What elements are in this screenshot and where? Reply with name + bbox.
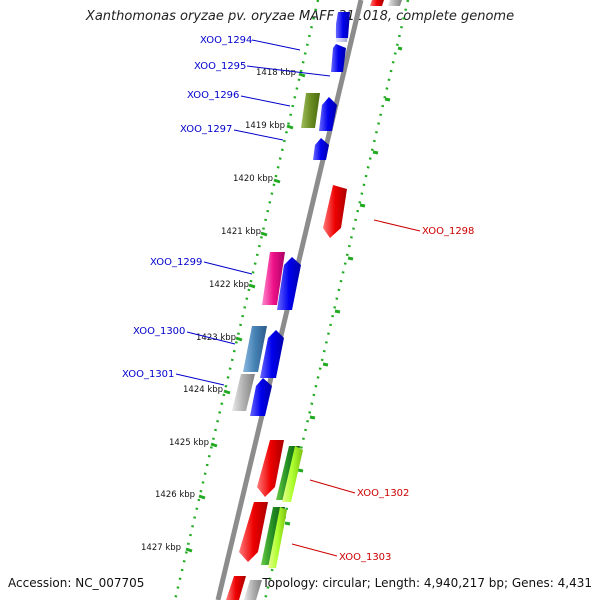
gene-labels: XOO_1294 XOO_1295 XOO_1296 XOO_1297 XOO_… [122, 35, 474, 563]
gene-block [388, 0, 402, 6]
gene-features [226, 0, 402, 600]
tick-1426-outer [198, 494, 206, 500]
kbp-label: 1426 kbp [155, 490, 195, 500]
kbp-labels: 1418 kbp 1419 kbp 1420 kbp 1421 kbp 1422… [141, 68, 296, 553]
gene-label-xoo-1294[interactable]: XOO_1294 [200, 35, 252, 46]
tick-1422-outer [248, 283, 256, 289]
tick-1418-outer [298, 72, 306, 78]
callout-xoo-1295 [246, 65, 331, 77]
gene-block [250, 378, 272, 416]
gene-label-xoo-1302[interactable]: XOO_1302 [357, 488, 409, 499]
kbp-label: 1425 kbp [169, 438, 209, 448]
gene-block [260, 330, 284, 378]
gene-block [243, 326, 267, 372]
gene-block [331, 44, 346, 72]
callout-xoo-1300 [186, 331, 236, 345]
tick-1425-outer [210, 442, 218, 448]
callout-xoo-1298 [373, 219, 421, 232]
gene-label-xoo-1295[interactable]: XOO_1295 [194, 61, 246, 72]
gene-callouts [175, 39, 421, 557]
gene-block [336, 12, 350, 38]
tick-1425-inner [309, 415, 316, 420]
kbp-label: 1424 kbp [183, 385, 223, 395]
callout-xoo-1299 [203, 261, 253, 275]
kbp-label: 1422 kbp [209, 280, 249, 290]
tick-1419-inner [384, 97, 391, 102]
gene-label-xoo-1303[interactable]: XOO_1303 [339, 552, 391, 563]
tick-1421-outer [260, 231, 268, 237]
genome-summary-text: Topology: circular; Length: 4,940,217 bp… [262, 576, 592, 590]
gene-block [268, 507, 287, 568]
gene-block [226, 576, 246, 600]
callout-xoo-1301 [175, 373, 225, 386]
gene-block [319, 97, 337, 131]
gene-label-xoo-1301[interactable]: XOO_1301 [122, 369, 174, 380]
gene-label-xoo-1298[interactable]: XOO_1298 [422, 226, 474, 237]
tick-1427-outer [185, 547, 193, 553]
gene-block [232, 374, 255, 411]
tick-1419-outer [286, 124, 294, 130]
kbp-label: 1420 kbp [233, 174, 273, 184]
gene-label-xoo-1300[interactable]: XOO_1300 [133, 326, 185, 337]
gene-block [282, 446, 303, 502]
outer-ruler-line [173, 0, 320, 600]
gene-block [301, 93, 320, 128]
kbp-label: 1421 kbp [221, 227, 261, 237]
callout-xoo-1297 [233, 129, 284, 141]
gene-label-xoo-1297[interactable]: XOO_1297 [180, 124, 232, 135]
ruler-ticks [185, 46, 403, 553]
tick-1424-inner [322, 362, 329, 367]
tick-1427-inner [284, 521, 291, 526]
gene-block [370, 0, 384, 6]
gene-block [313, 138, 329, 160]
tick-1418-inner [397, 46, 403, 51]
kbp-label: 1423 kbp [196, 333, 236, 343]
map-title: Xanthomonas oryzae pv. oryzae MAFF 31101… [85, 9, 515, 24]
tick-1420-outer [273, 178, 281, 184]
tick-1423-inner [334, 309, 341, 314]
tick-1421-inner [359, 203, 366, 208]
gene-block [323, 185, 347, 238]
callout-xoo-1303 [291, 543, 338, 557]
tick-1426-inner [297, 468, 304, 473]
kbp-label: 1419 kbp [245, 121, 285, 131]
tick-1422-inner [347, 256, 354, 261]
kbp-label: 1418 kbp [256, 68, 296, 78]
gene-block [244, 580, 262, 600]
callout-xoo-1296 [240, 95, 291, 107]
callout-xoo-1294 [251, 39, 301, 51]
callout-xoo-1302 [309, 479, 356, 494]
tick-1424-outer [223, 389, 231, 395]
gene-label-xoo-1296[interactable]: XOO_1296 [187, 90, 239, 101]
tick-1420-inner [372, 150, 379, 155]
gene-block [239, 502, 268, 562]
kbp-label: 1427 kbp [141, 543, 181, 553]
gene-block [257, 440, 284, 497]
tick-1423-outer [235, 336, 243, 342]
gene-block [262, 252, 285, 305]
accession-text: Accession: NC_007705 [8, 576, 145, 590]
gene-label-xoo-1299[interactable]: XOO_1299 [150, 257, 202, 268]
gene-block [277, 257, 301, 310]
